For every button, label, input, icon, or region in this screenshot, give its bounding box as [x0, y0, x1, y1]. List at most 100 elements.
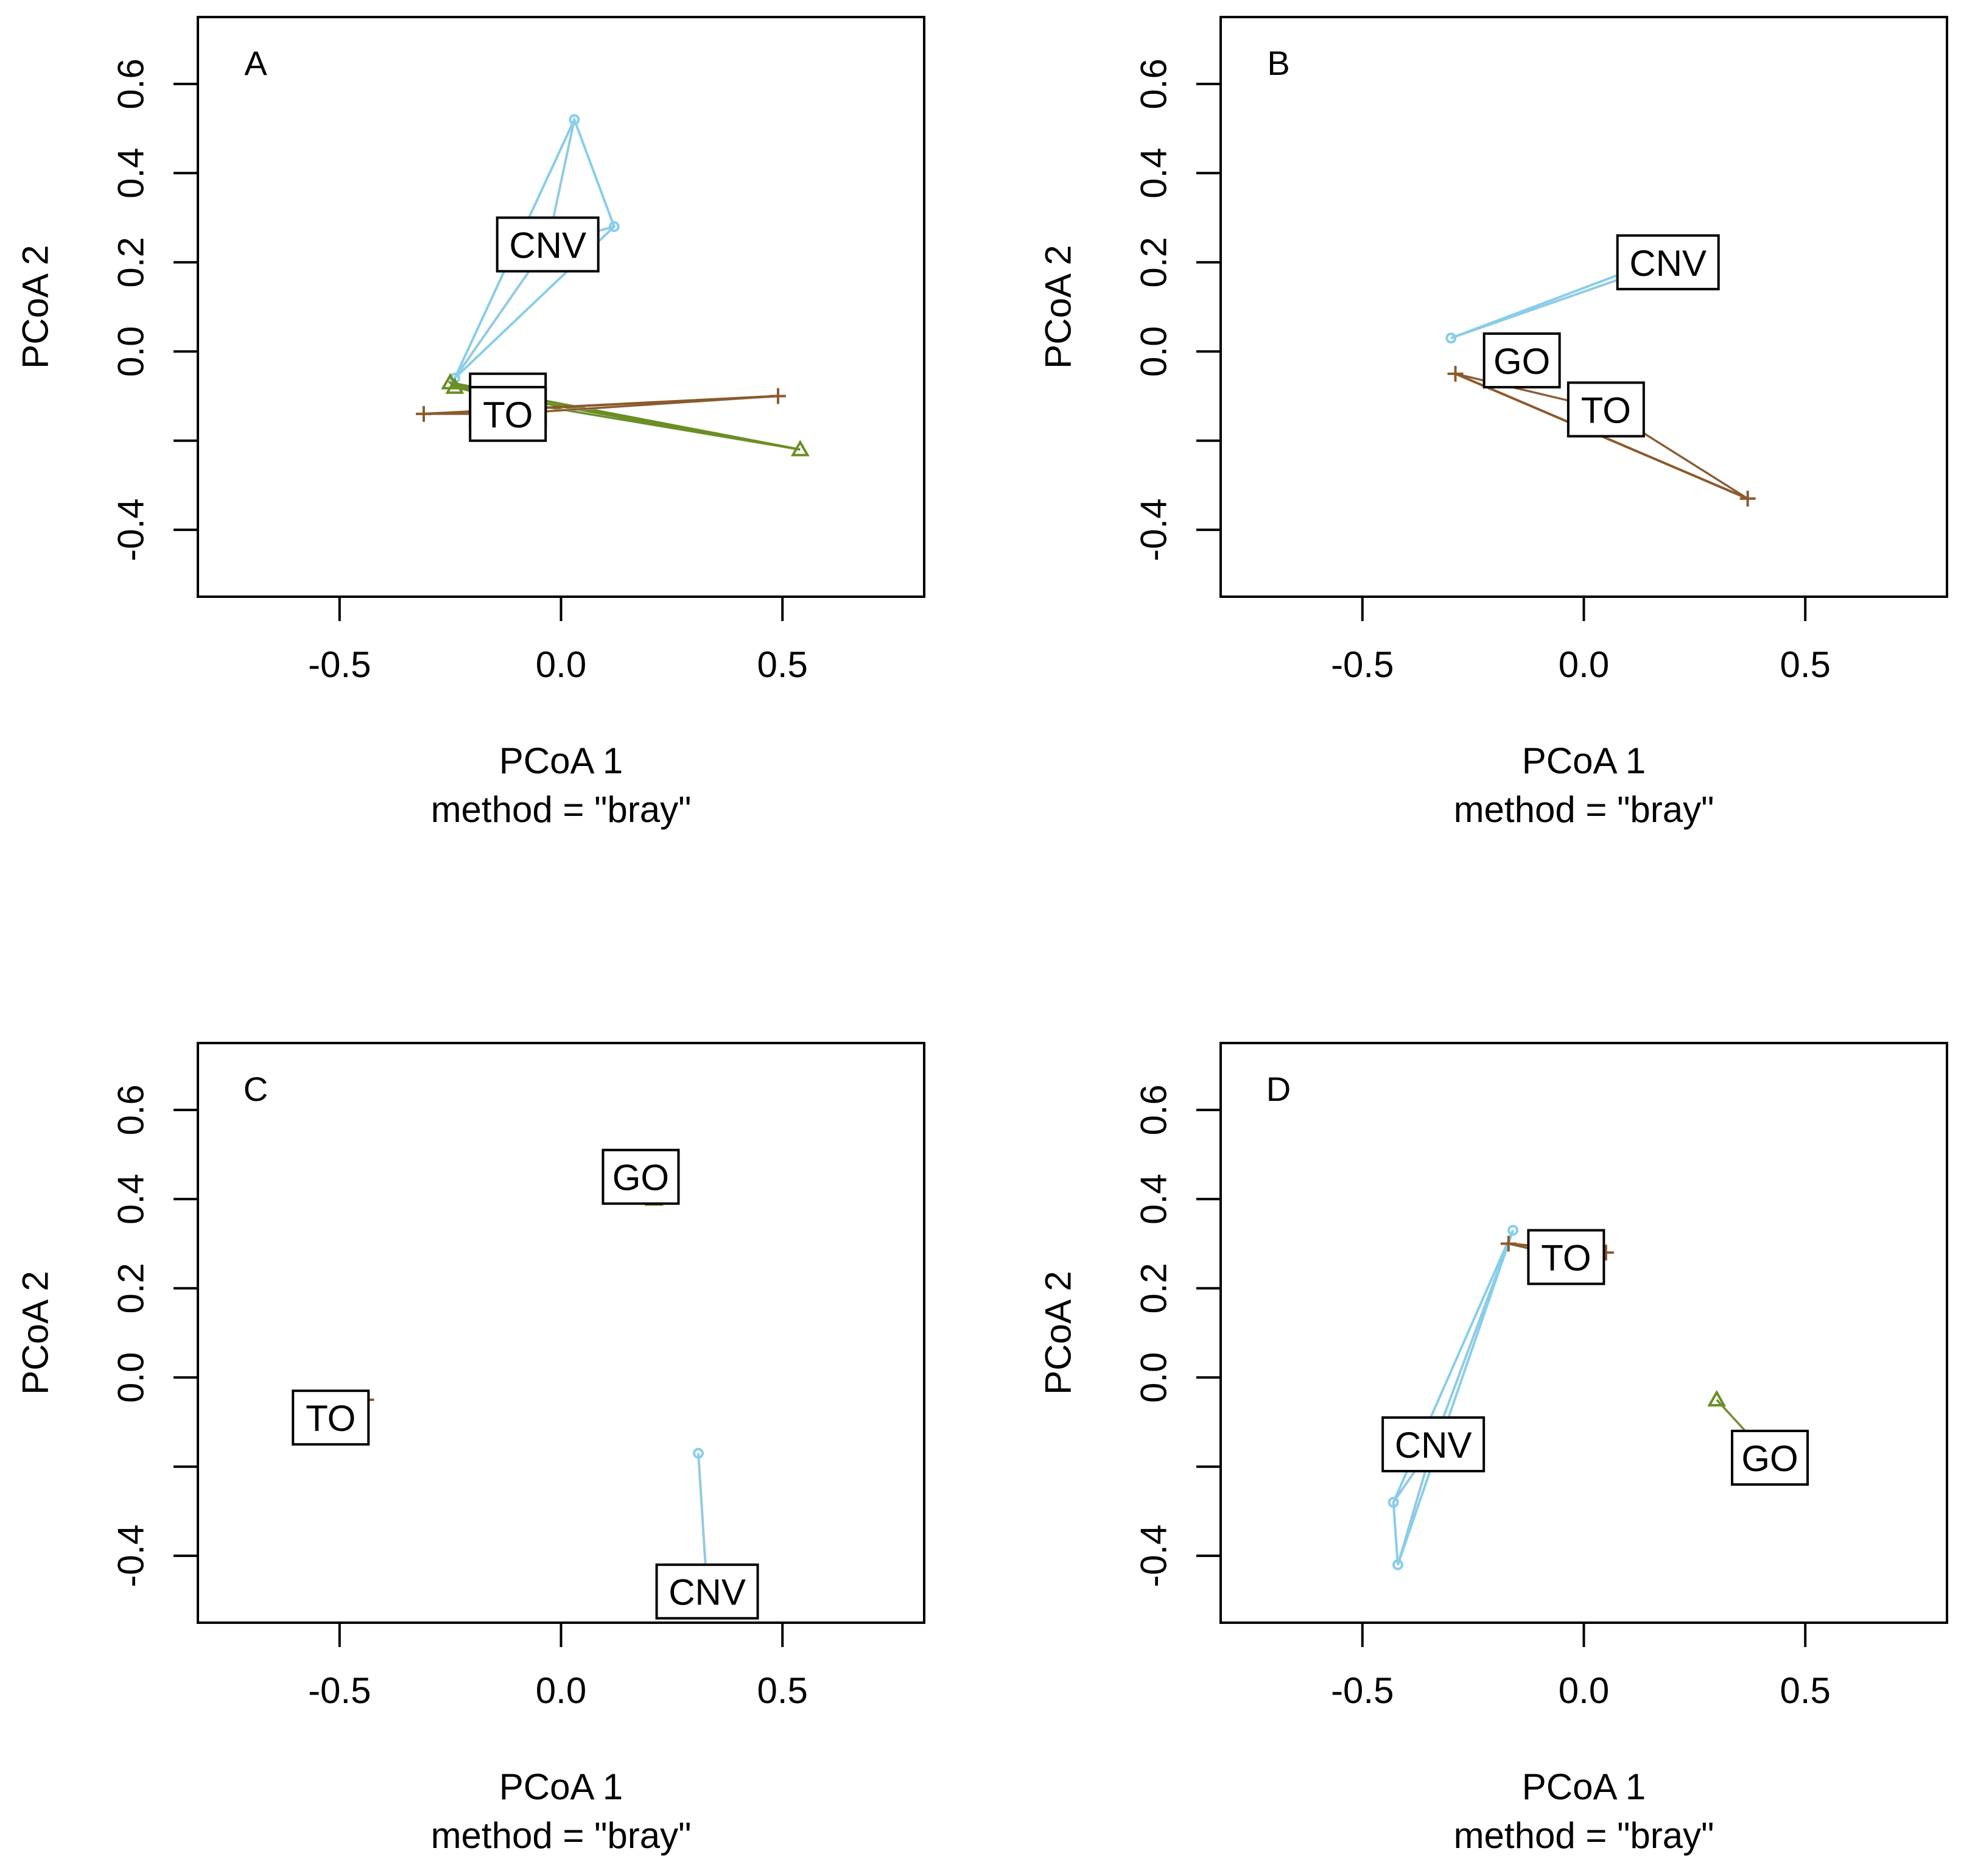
- y-tick-label: 0.4: [1134, 1174, 1174, 1224]
- data-points: [1387, 1224, 1727, 1570]
- point-cnv: [1445, 332, 1457, 344]
- x-axis-title: PCoA 1: [1522, 740, 1646, 781]
- point-go: [790, 440, 810, 457]
- x-tick-label: 0.5: [1780, 644, 1831, 685]
- x-tick-label: 0.0: [536, 644, 586, 685]
- centroid-text: TO: [306, 1398, 356, 1439]
- y-tick-label: 0.6: [1134, 58, 1174, 109]
- centroid-label-cnv: CNV: [496, 216, 600, 273]
- point-to: [1447, 365, 1464, 382]
- method-label: method = "bray": [431, 1815, 692, 1856]
- y-tick-label: 0.4: [111, 148, 152, 198]
- y-axis: -0.4 0.0 0.2 0.4 0.6: [1134, 58, 1222, 561]
- point-go: [1707, 1389, 1727, 1407]
- y-axis-title: PCoA 2: [1038, 1271, 1079, 1394]
- method-label: method = "bray": [1454, 789, 1714, 830]
- centroid-text: GO: [1493, 341, 1550, 382]
- x-axis: -0.5 0.0 0.5: [308, 1621, 808, 1711]
- centroid-label-go: GO: [1482, 332, 1561, 388]
- y-tick-label: -0.4: [1134, 498, 1174, 561]
- panel-c: -0.5 0.0 0.5 PCoA 1 method = "bray" -0.4 0.0 0.…: [15, 1042, 925, 1856]
- y-tick-label: 0.2: [111, 1263, 152, 1313]
- point-to: [1500, 1235, 1517, 1252]
- x-axis-title: PCoA 1: [499, 740, 623, 781]
- panel-letter: D: [1266, 1070, 1291, 1108]
- y-tick-label: 0.4: [1134, 148, 1174, 198]
- centroid-box: [655, 1563, 759, 1620]
- centroid-label-to: TO: [1566, 381, 1645, 438]
- centroid-text: TO: [483, 395, 533, 435]
- centroid-label-to: TO: [1527, 1229, 1605, 1285]
- y-tick-label: -0.4: [111, 498, 152, 561]
- centroid-label-go: GO: [1731, 1430, 1809, 1486]
- y-tick-label: 0.0: [111, 1352, 152, 1403]
- centroid-box: [469, 385, 547, 442]
- panel-b: -0.5 0.0 0.5 PCoA 1 method = "bray" -0.4 0.0 0.…: [1038, 16, 1948, 830]
- centroid-box: [1482, 332, 1561, 388]
- x-tick-label: -0.5: [308, 1670, 371, 1711]
- x-axis-title: PCoA 1: [1522, 1766, 1646, 1807]
- centroid-text: CNV: [509, 225, 586, 265]
- centroid-box: [1381, 1416, 1486, 1473]
- hull-cnv: [1392, 1229, 1515, 1565]
- y-tick-label: -0.4: [1134, 1524, 1174, 1587]
- method-label: method = "bray": [431, 789, 692, 830]
- centroid-text: GO: [1741, 1438, 1798, 1479]
- y-tick-label: 0.6: [1134, 1084, 1174, 1135]
- panel-letter: C: [244, 1070, 268, 1108]
- centroid-box: [1616, 234, 1720, 290]
- centroid-box: [1527, 1229, 1605, 1285]
- point-cnv: [1392, 1559, 1403, 1570]
- x-tick-label: 0.5: [1780, 1670, 1831, 1711]
- y-axis-title: PCoA 2: [1038, 245, 1079, 368]
- point-cnv: [1387, 1497, 1399, 1508]
- group-line-to: [508, 395, 779, 415]
- point-to: [1739, 490, 1756, 507]
- y-tick-label: 0.6: [111, 1084, 152, 1135]
- x-tick-label: 0.0: [1559, 1670, 1609, 1711]
- centroid-box: [602, 1148, 680, 1205]
- group-line-cnv: [1432, 1230, 1514, 1445]
- y-tick-label: 0.0: [111, 326, 152, 377]
- centroid-text: CNV: [1629, 243, 1707, 284]
- point-go: [445, 377, 465, 394]
- x-tick-label: -0.5: [1331, 1670, 1394, 1711]
- y-axis: -0.4 0.0 0.2 0.4 0.6: [111, 58, 199, 561]
- y-tick-label: 0.0: [1134, 326, 1174, 377]
- centroid-box: [1731, 1430, 1809, 1486]
- data-points: [415, 114, 810, 457]
- y-axis: -0.4 0.0 0.2 0.4 0.6: [111, 1084, 199, 1587]
- x-axis: -0.5 0.0 0.5: [1331, 1621, 1831, 1711]
- y-tick-label: 0.0: [1134, 1352, 1174, 1403]
- centroid-label-cnv: CNV: [1616, 234, 1720, 290]
- x-tick-label: 0.5: [757, 1670, 808, 1711]
- y-tick-label: 0.4: [111, 1174, 152, 1224]
- x-axis: -0.5 0.0 0.5: [1331, 595, 1831, 685]
- y-axis: -0.4 0.0 0.2 0.4 0.6: [1134, 1084, 1222, 1587]
- centroid-label-to: TO: [469, 385, 547, 442]
- panel-a: -0.5 0.0 0.5 PCoA 1 method = "bray" -0.4 0.0 0.…: [15, 16, 925, 830]
- centroid-text: GO: [612, 1158, 669, 1198]
- centroid-label-to: TO: [292, 1389, 370, 1446]
- method-label: method = "bray": [1454, 1815, 1714, 1856]
- y-tick-label: 0.2: [111, 237, 152, 287]
- panel-letter: A: [244, 44, 267, 82]
- y-tick-label: 0.2: [1134, 1263, 1174, 1313]
- point-cnv: [693, 1447, 704, 1459]
- x-tick-label: -0.5: [308, 644, 371, 685]
- x-tick-label: 0.0: [536, 1670, 586, 1711]
- point-to: [415, 406, 432, 422]
- x-tick-label: 0.0: [1559, 644, 1609, 685]
- group-line-go: [507, 399, 801, 451]
- y-tick-label: -0.4: [111, 1524, 152, 1587]
- x-tick-label: 0.5: [757, 644, 808, 685]
- point-cnv: [608, 221, 620, 233]
- centroid-box: [1566, 381, 1645, 438]
- y-tick-label: 0.2: [1134, 237, 1174, 287]
- y-tick-label: 0.6: [111, 58, 152, 109]
- x-tick-label: -0.5: [1331, 644, 1394, 685]
- centroid-label-cnv: CNV: [655, 1563, 759, 1620]
- point-to: [770, 388, 786, 404]
- point-cnv: [569, 114, 580, 125]
